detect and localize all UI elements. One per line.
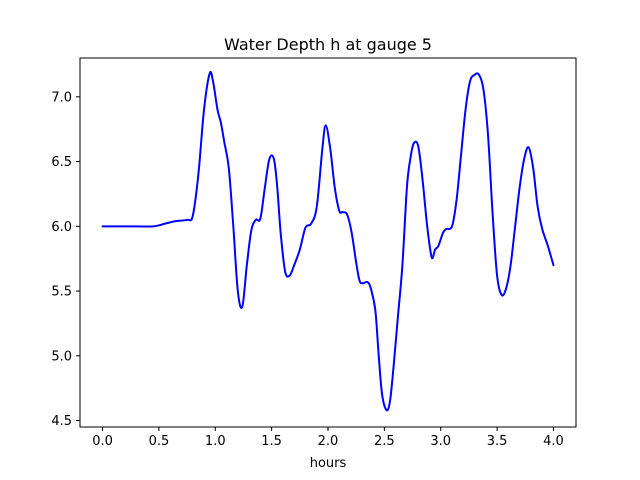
- y-tick-label: 5.0: [51, 349, 72, 364]
- y-tick-label: 5.5: [51, 285, 72, 300]
- y-tick-label: 6.0: [51, 220, 72, 235]
- x-tick-label: 1.0: [205, 434, 226, 449]
- x-tick-label: 2.0: [318, 434, 339, 449]
- x-tick-label: 1.5: [261, 434, 282, 449]
- x-tick-label: 3.0: [430, 434, 451, 449]
- y-tick-label: 6.5: [51, 155, 72, 170]
- chart-title: Water Depth h at gauge 5: [224, 35, 432, 54]
- series-line-water-depth: [101, 70, 555, 412]
- x-axis-label: hours: [310, 456, 347, 471]
- plot-frame: [79, 57, 577, 428]
- y-axis: 4.5 5.0 5.5 6.0 6.5 7.0: [51, 90, 80, 429]
- x-tick-label: 0.0: [92, 434, 113, 449]
- x-tick-label: 4.0: [543, 434, 564, 449]
- x-tick-label: 3.5: [487, 434, 508, 449]
- x-tick-label: 2.5: [374, 434, 395, 449]
- x-tick-label: 0.5: [149, 434, 170, 449]
- x-axis: 0.0 0.5 1.0 1.5 2.0 2.5 3.0 3.5 4.0: [92, 427, 564, 449]
- y-tick-label: 7.0: [51, 90, 72, 105]
- y-tick-label: 4.5: [51, 414, 72, 429]
